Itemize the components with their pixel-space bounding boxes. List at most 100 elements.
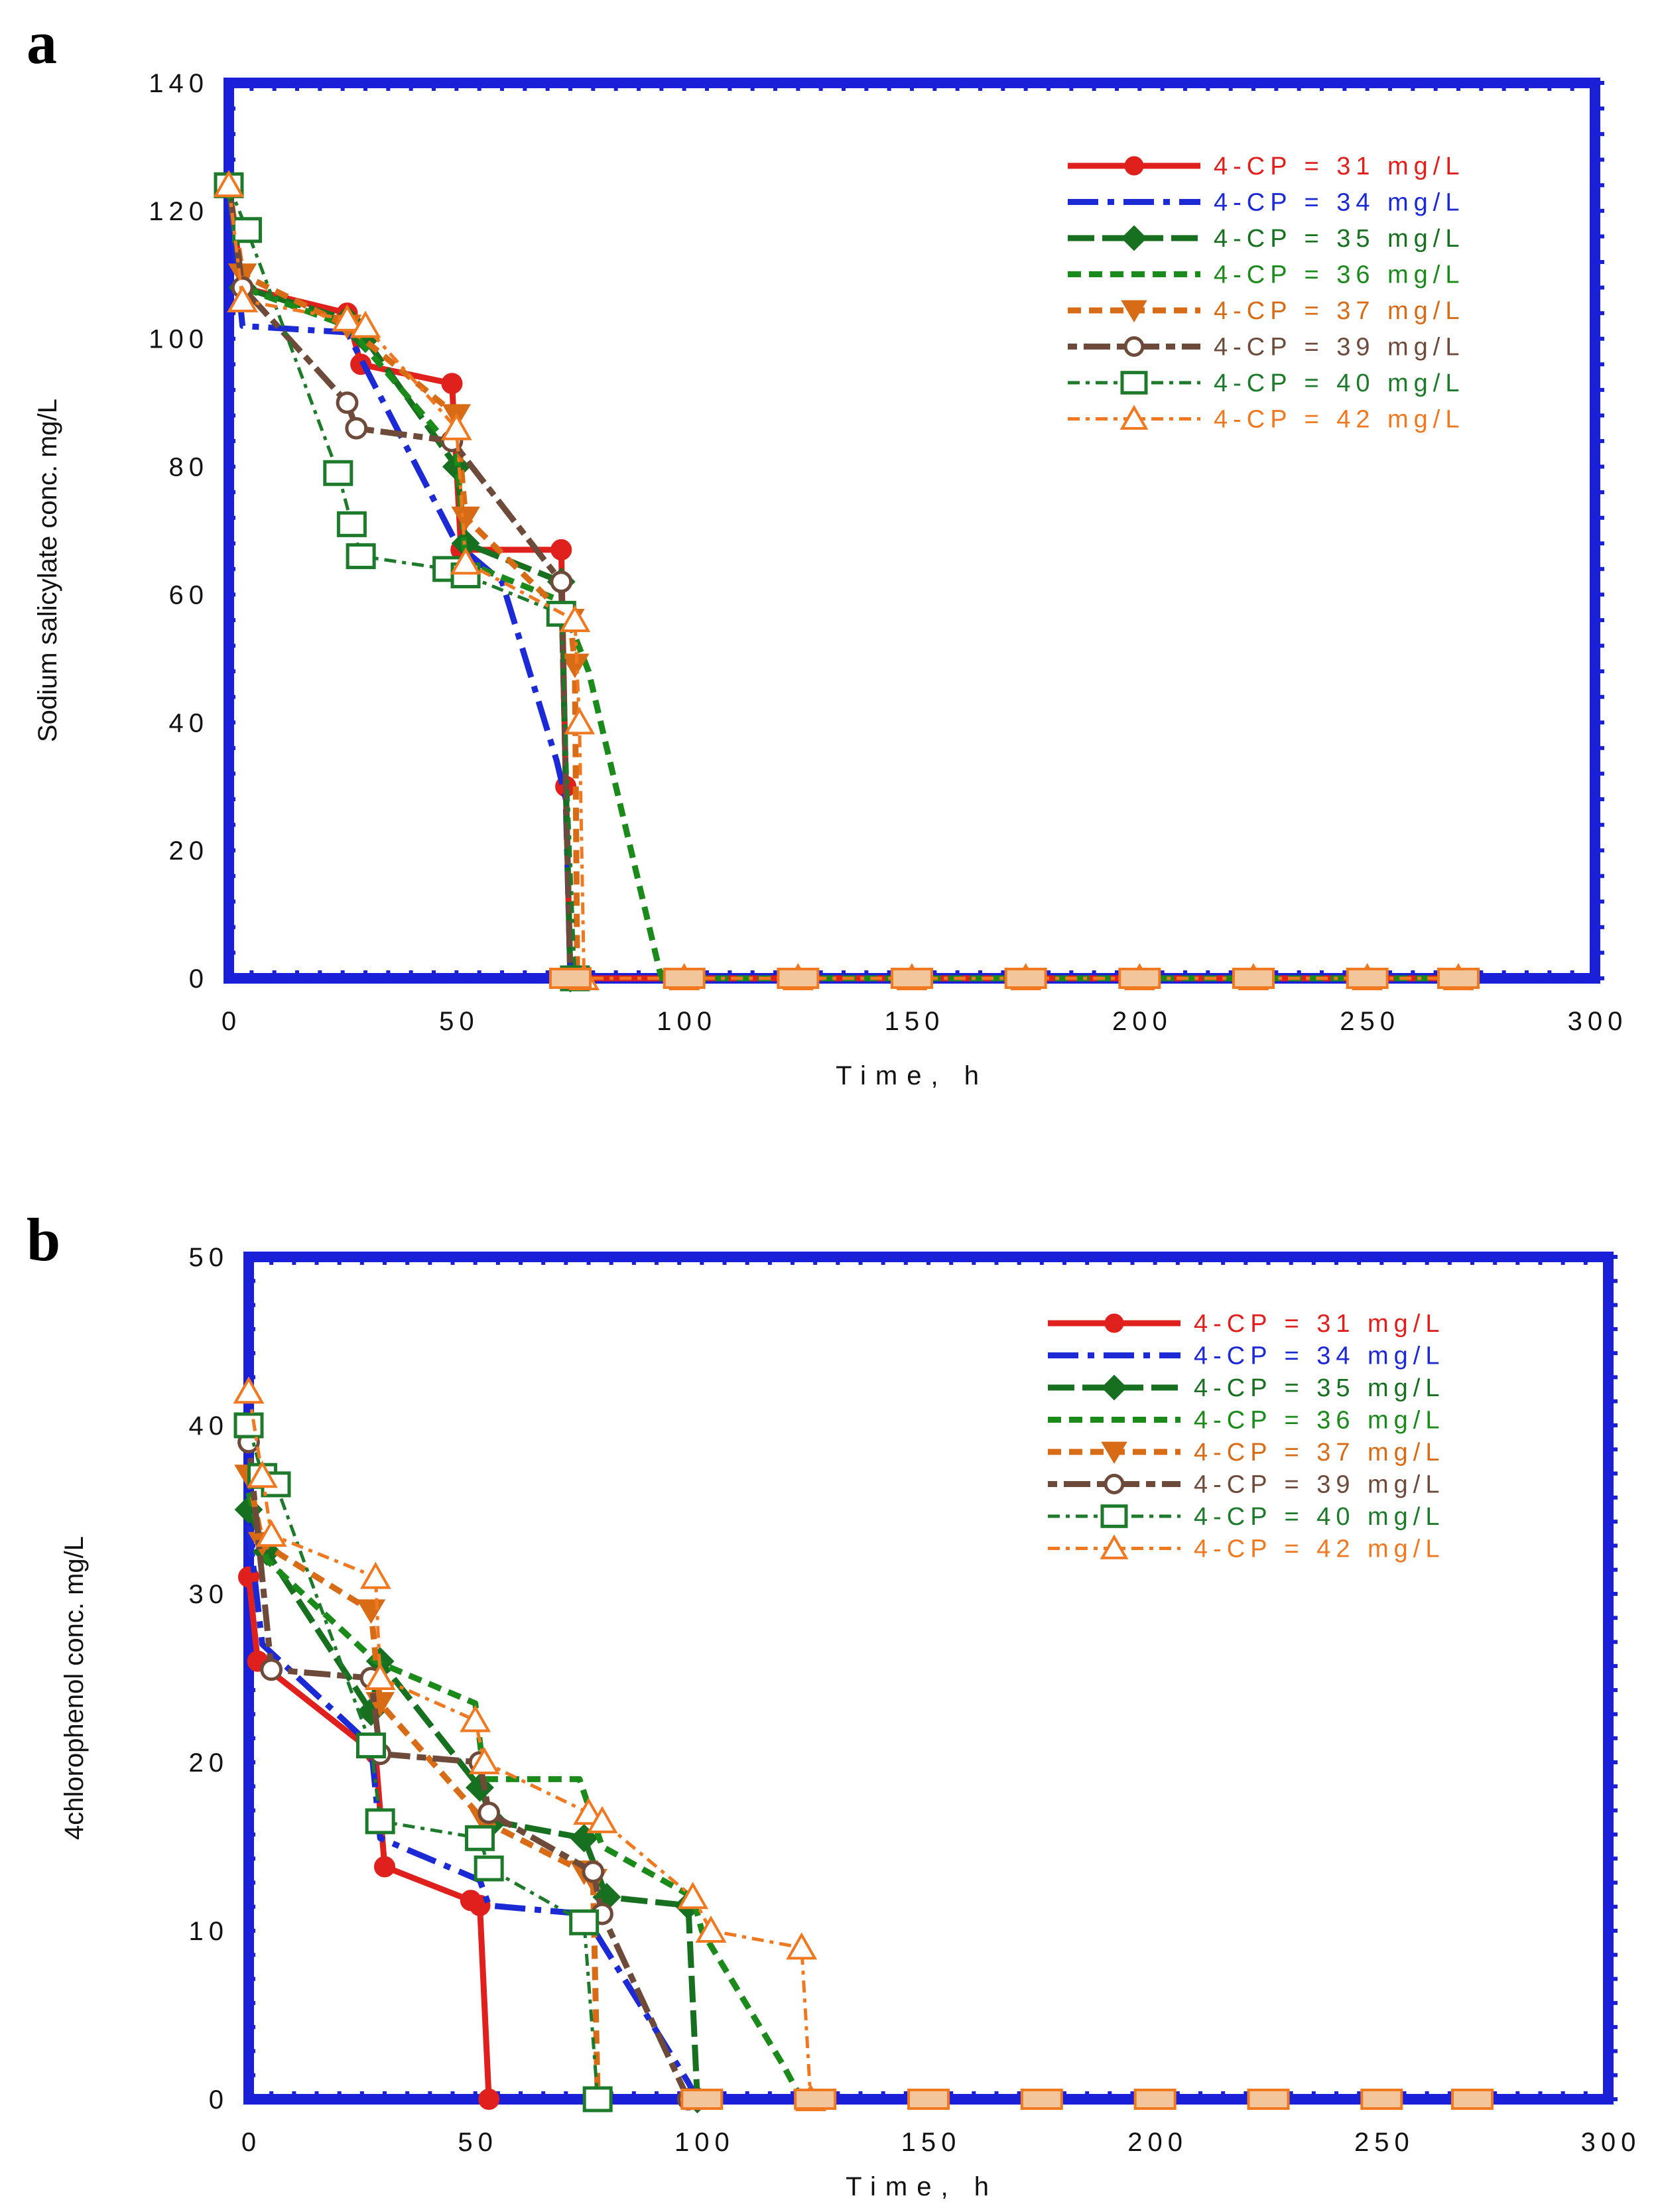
data-point <box>465 1825 495 1851</box>
legend-marker <box>1104 1313 1124 1333</box>
data-point <box>336 511 367 537</box>
data-point <box>231 217 262 243</box>
data-point <box>227 285 259 312</box>
data-point <box>365 1808 395 1835</box>
data-point <box>359 1561 391 1589</box>
series-line <box>245 1475 601 2100</box>
zero-point-marker <box>1232 968 1275 989</box>
data-point <box>468 1746 500 1774</box>
y-tick-label: 100 <box>149 325 209 354</box>
x-tick-label: 100 <box>657 1007 717 1036</box>
series-line <box>245 1577 492 2100</box>
data-point <box>350 310 381 338</box>
series-line <box>225 184 580 979</box>
series-5 <box>234 1464 612 2113</box>
y-tick-label: 40 <box>189 1411 229 1441</box>
y-axis-title-a: Sodium salicylate conc. mg/L <box>33 399 62 742</box>
data-point <box>550 570 573 594</box>
series-line <box>247 1391 812 2100</box>
series-8 <box>233 1376 826 2111</box>
x-tick-label: 300 <box>1581 2128 1641 2157</box>
x-tick-label: 150 <box>901 2128 962 2157</box>
y-tick-label: 80 <box>169 453 210 482</box>
data-point <box>213 170 245 198</box>
legend-marker <box>1104 1474 1125 1494</box>
zero-point-marker <box>891 968 933 989</box>
legend-marker <box>1123 336 1145 357</box>
panel-letter-b: b <box>27 1206 60 1273</box>
x-tick-label: 300 <box>1568 1007 1628 1036</box>
x-axis-title-b: Time, h <box>846 2172 998 2201</box>
series-line <box>225 184 574 979</box>
x-tick-label: 150 <box>885 1007 945 1036</box>
data-point <box>260 1658 283 1681</box>
legend-marker <box>1120 371 1148 395</box>
series-line <box>245 1492 804 2101</box>
data-point <box>356 1599 386 1624</box>
data-point <box>677 1882 709 1910</box>
series-4 <box>245 1492 804 2101</box>
zero-point-marker <box>907 2089 950 2110</box>
data-point <box>364 1662 396 1690</box>
zero-point-marker <box>1360 2089 1403 2110</box>
x-tick-label: 100 <box>674 2128 735 2157</box>
series-line <box>225 184 574 979</box>
x-tick-label: 50 <box>458 2128 498 2157</box>
legend-label: 4-CP = 39 mg/L <box>1214 334 1465 361</box>
x-tick-label: 0 <box>222 1007 241 1036</box>
y-tick-label: 0 <box>189 964 209 994</box>
x-tick-label: 200 <box>1112 1007 1173 1036</box>
zero-point-marker <box>1247 2089 1290 2110</box>
legend-label: 4-CP = 35 mg/L <box>1194 1374 1445 1402</box>
data-point <box>323 460 353 486</box>
series-7 <box>233 1412 613 2113</box>
legend-marker <box>1119 405 1149 430</box>
data-point <box>474 1855 504 1882</box>
legend-label: 4-CP = 40 mg/L <box>1214 369 1465 397</box>
zero-point-marker <box>1346 968 1389 989</box>
legend-marker <box>1121 225 1147 251</box>
legend-label: 4-CP = 34 mg/L <box>1194 1342 1445 1370</box>
y-tick-label: 40 <box>169 708 210 738</box>
data-point <box>582 1860 605 1884</box>
y-tick-label: 60 <box>169 580 210 610</box>
data-point <box>559 604 591 632</box>
data-point <box>460 1705 491 1732</box>
x-axis-title-a: Time, h <box>836 1061 988 1090</box>
series-line <box>227 184 577 979</box>
y-tick-label: 20 <box>169 836 210 866</box>
series-line <box>247 1425 600 2100</box>
data-point <box>478 1801 501 1825</box>
series-line <box>245 1441 698 2103</box>
y-axis-title-b: 4chlorophenol conc. mg/L <box>60 1536 89 1840</box>
data-point <box>786 1932 818 1960</box>
chart-panel-a: a Time, h Sodium salicylate conc. mg/L 0… <box>27 9 1628 1090</box>
zero-point-marker <box>794 2089 837 2110</box>
data-point <box>247 1461 278 1488</box>
data-point <box>441 373 463 395</box>
series-line <box>225 184 574 979</box>
data-point <box>550 539 572 560</box>
y-tick-label: 140 <box>149 69 209 98</box>
data-point <box>332 304 363 332</box>
legend-label: 4-CP = 31 mg/L <box>1214 153 1465 180</box>
panel-letter-a: a <box>27 9 57 76</box>
x-tick-label: 250 <box>1340 1007 1400 1036</box>
data-point <box>255 1520 287 1547</box>
data-point <box>478 2089 500 2110</box>
legend-marker <box>1101 1374 1127 1401</box>
data-point <box>573 1797 604 1825</box>
data-point <box>356 1732 386 1759</box>
data-point <box>450 547 481 575</box>
data-point <box>564 707 596 735</box>
y-tick-label: 50 <box>189 1243 229 1272</box>
y-tick-label: 0 <box>209 2085 229 2114</box>
legend-marker <box>1124 156 1144 176</box>
legend-label: 4-CP = 42 mg/L <box>1194 1535 1445 1563</box>
data-point <box>586 1805 618 1833</box>
data-point <box>374 1856 395 1878</box>
legend-label: 4-CP = 42 mg/L <box>1214 406 1465 434</box>
series-8 <box>213 170 1474 990</box>
zero-point-marker <box>549 968 592 989</box>
